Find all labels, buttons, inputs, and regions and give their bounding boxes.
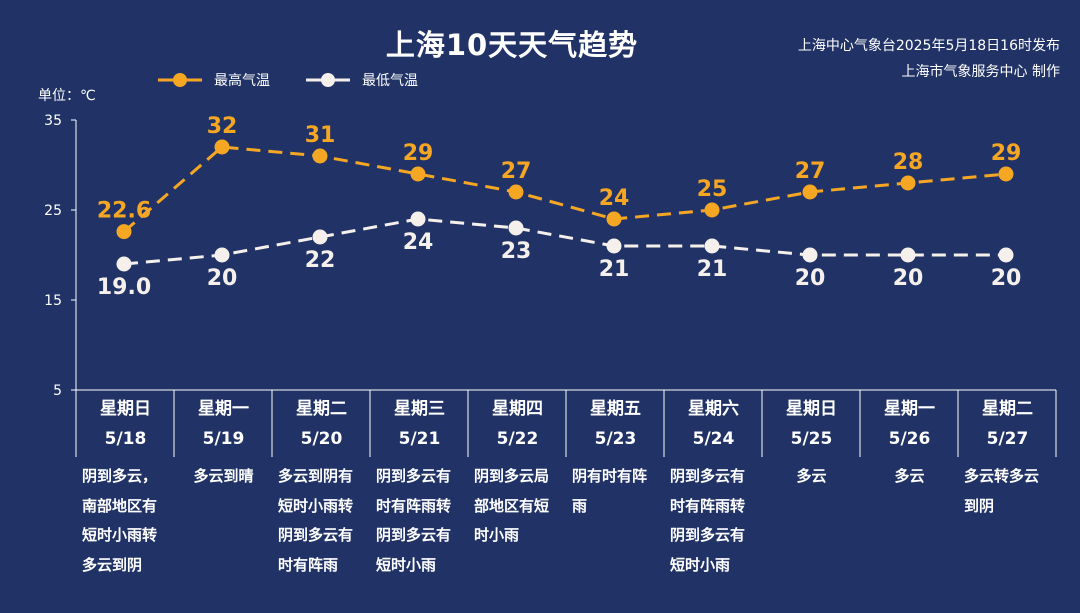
weather-description: 多云转多云到阴 [964,467,1040,515]
high-temp-label: 27 [795,159,826,184]
low-temp-point [508,220,524,236]
low-temp-point [410,211,426,227]
weekday-label: 星期日 [786,399,837,419]
high-temp-line [123,145,1007,233]
low-temp-label: 20 [207,266,238,291]
low-temp-point [116,256,132,272]
high-temp-point [802,184,818,200]
y-tick-label: 15 [44,293,62,309]
high-temp-point [606,211,622,227]
high-temp-label: 25 [697,177,728,202]
weather-description: 多云到晴 [193,467,254,485]
date-label: 5/19 [202,429,245,449]
day-header: 星期六 5/24 [665,392,762,456]
weekday-label: 星期一 [884,399,935,419]
low-temp-label: 21 [697,257,728,282]
low-temp-point [704,238,720,254]
weather-description: 多云 [796,467,827,485]
day-header: 星期三 5/21 [371,392,468,456]
low-temp-point [900,247,916,263]
legend-item-low: 最低气温 [306,73,418,89]
low-temp-label: 22 [305,248,336,273]
weekday-label: 星期六 [688,399,739,419]
legend-item-high: 最高气温 [158,72,270,89]
date-label: 5/27 [986,429,1029,449]
weekday-label: 星期二 [982,399,1033,419]
low-temp-point [998,247,1014,263]
high-temp-label: 29 [403,141,434,166]
low-temp-label: 23 [501,239,532,264]
high-temp-point [508,184,524,200]
high-temp-point [312,148,328,164]
high-temp-point [116,224,132,240]
high-temp-label: 27 [501,159,532,184]
y-tick-label: 35 [44,113,62,129]
weather-description: 多云 [894,467,925,485]
weekday-label: 星期一 [198,399,249,419]
chart-title: 上海10天天气趋势 [385,28,639,62]
day-header: 星期日 5/25 [763,392,860,456]
weather-description: 阴到多云，南部地区有短时小雨转多云到阴 [82,467,158,574]
day-header: 星期一 5/19 [175,392,272,456]
date-label: 5/20 [300,429,343,449]
high-temp-label: 31 [305,123,336,148]
high-temp-point [998,166,1014,182]
high-temp-label: 32 [207,114,238,139]
low-temp-point [214,247,230,263]
low-temp-label: 20 [795,266,826,291]
weather-description: 阴到多云有时有阵雨转阴到多云有短时小雨 [376,467,452,574]
y-tick-label: 25 [44,203,62,219]
day-header: 星期四 5/22 [469,392,566,456]
weekday-label: 星期四 [492,399,543,419]
high-temp-label: 29 [991,141,1022,166]
day-header: 星期二 5/20 [273,392,370,456]
legend-marker [173,73,187,87]
day-header: 星期一 5/26 [861,392,958,456]
date-label: 5/22 [496,429,539,449]
high-temp-point [900,175,916,191]
date-label: 5/23 [594,429,637,449]
legend-label: 最高气温 [214,72,270,89]
high-temp-point [410,166,426,182]
low-temp-label: 19.0 [97,275,151,300]
day-header: 星期日 5/18 [77,392,174,456]
weekday-label: 星期五 [590,399,641,419]
weather-description: 多云到阴有短时小雨转阴到多云有时有阵雨 [278,467,354,574]
weather-description: 阴到多云有时有阵雨转阴到多云有短时小雨 [670,467,746,574]
low-temp-label: 21 [599,257,630,282]
date-label: 5/24 [692,429,735,449]
date-label: 5/26 [888,429,931,449]
low-temp-point [802,247,818,263]
legend-marker [321,73,335,87]
high-temp-label: 28 [893,150,924,175]
high-temp-point [214,139,230,155]
y-tick-label: 5 [53,383,62,399]
low-temp-label: 20 [991,266,1022,291]
weather-description: 阴有时有阵雨 [572,467,648,515]
publisher-line-2: 上海市气象服务中心 制作 [901,64,1060,80]
unit-label: 单位：℃ [38,88,96,104]
high-temp-label: 24 [599,186,630,211]
low-temp-point [312,229,328,245]
high-temp-label: 22.6 [97,199,151,224]
day-header: 星期五 5/23 [567,392,664,456]
weekday-label: 星期三 [394,399,445,419]
legend-label: 最低气温 [362,73,418,89]
day-header: 星期二 5/27 [959,392,1056,456]
low-temp-line [123,217,1006,266]
low-temp-point [606,238,622,254]
date-label: 5/18 [104,429,147,449]
publisher-line-1: 上海中心气象台2025年5月18日16时发布 [797,38,1060,54]
low-temp-label: 24 [403,230,434,255]
weekday-label: 星期二 [296,399,347,419]
high-temp-point [704,202,720,218]
low-temp-label: 20 [893,266,924,291]
weekday-label: 星期日 [100,399,151,419]
date-label: 5/25 [790,429,833,449]
date-label: 5/21 [398,429,441,449]
weather-description: 阴到多云局部地区有短时小雨 [474,467,550,544]
